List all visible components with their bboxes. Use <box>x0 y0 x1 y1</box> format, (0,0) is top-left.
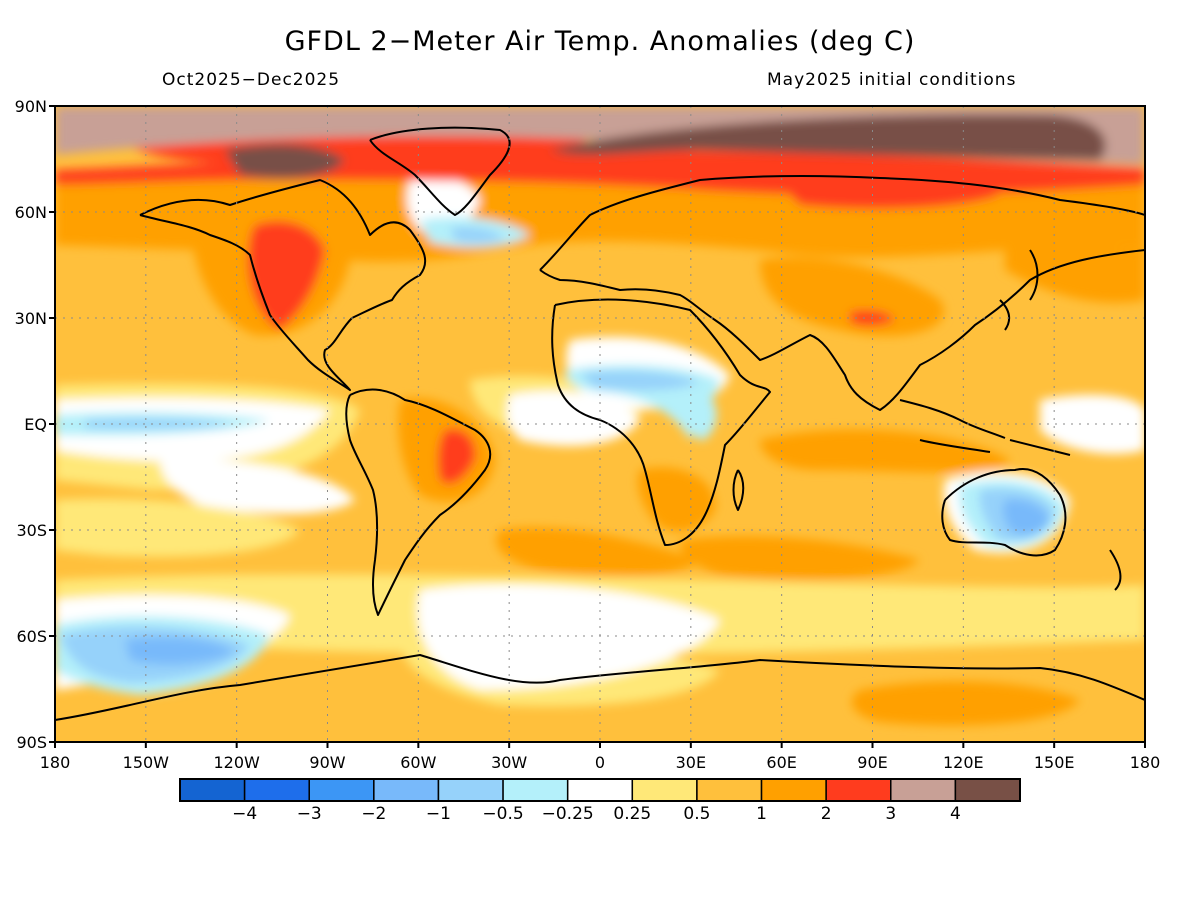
coast-maritime-continent <box>899 399 1071 456</box>
colorbar-label: −4 <box>232 804 257 824</box>
field-orange-africa-south <box>638 467 716 532</box>
colorbar-swatch <box>825 778 892 802</box>
colorbar-frame <box>179 778 1021 802</box>
lon-tick-label: 0 <box>595 753 605 772</box>
colorbar-swatch <box>954 778 1021 802</box>
field-darkblue-australia <box>1003 499 1050 535</box>
lon-tick-label: 90W <box>309 753 345 772</box>
coast-australia <box>941 468 1067 557</box>
field-red-siberia <box>780 181 1000 209</box>
field-yellow-southpacific <box>55 498 300 557</box>
field-blue-sahel <box>580 370 700 391</box>
lon-tick-label: 180 <box>1130 753 1161 772</box>
colorbar-label: 4 <box>950 804 961 824</box>
colorbar-label: −2 <box>361 804 386 824</box>
lat-tick-label: 60N <box>15 203 47 222</box>
colorbar-swatch <box>373 778 440 802</box>
colorbar-label: 1 <box>756 804 767 824</box>
coast-new-zealand <box>1109 549 1122 591</box>
coast-eurasia <box>539 174 1145 411</box>
field-white-tropical-pacific-east <box>160 459 355 514</box>
lon-tick-label: 120W <box>213 753 260 772</box>
lon-tick-label: 30W <box>491 753 527 772</box>
colorbar-label: 2 <box>821 804 832 824</box>
coast-africa <box>551 298 771 546</box>
coast-antarctica <box>55 654 1145 721</box>
coast-greenland <box>369 126 511 216</box>
colorbar-swatch <box>179 778 246 802</box>
colorbar-swatch <box>631 778 698 802</box>
colorbar-swatch <box>760 778 827 802</box>
colorbar-label: 3 <box>885 804 896 824</box>
map-axes: 180 150W 120W 90W 60W 30W 0 30E 60E 90E 120E 150E 18… <box>15 97 1161 772</box>
lon-tick-label: 120E <box>943 753 984 772</box>
colorbar-label: −0.5 <box>482 804 523 824</box>
lat-tick-label: 60S <box>16 627 47 646</box>
field-orange-antarctica <box>851 681 1080 726</box>
lat-tick-label: 90N <box>15 97 47 116</box>
colorbar-label: 0.25 <box>613 804 651 824</box>
coast-north-america <box>139 179 427 391</box>
field-orange-indian <box>760 429 1010 473</box>
lat-tick-label: 90S <box>16 733 47 752</box>
field-orange-asia <box>760 257 944 336</box>
field-brown-canadian-archipelago <box>225 144 345 179</box>
coast-japan-islands <box>999 249 1039 331</box>
field-white-western-pacific <box>1040 394 1145 454</box>
lon-tick-label: 150W <box>123 753 170 772</box>
field-red-brazil <box>437 429 476 484</box>
colorbar-label: 0.5 <box>683 804 710 824</box>
initial-conditions: May2025 initial conditions <box>767 70 1017 90</box>
lat-tick-label: 30S <box>16 521 47 540</box>
graticule <box>55 106 1145 742</box>
field-cyan-east-africa <box>693 398 717 441</box>
lat-tick-label: 30N <box>15 309 47 328</box>
field-orange-southatlantic <box>496 527 700 577</box>
lat-tick-label: EQ <box>24 415 47 434</box>
lon-tick-label: 60W <box>400 753 436 772</box>
coastlines <box>55 126 1145 721</box>
colorbar-swatch <box>566 778 634 802</box>
field-darkblue-south-pacific <box>125 636 235 665</box>
lon-tick-label: 60E <box>766 753 796 772</box>
colorbar-swatch <box>696 778 763 802</box>
lon-tick-label: 180 <box>40 753 71 772</box>
lon-tick-label: 150E <box>1034 753 1075 772</box>
colorbar-swatch <box>890 778 957 802</box>
field-orange-northpacific <box>1005 230 1145 303</box>
colorbar-label: −1 <box>426 804 451 824</box>
colorbar-swatch <box>243 778 310 802</box>
colorbar: −4 −3 −2 −1 −0.5 −0.25 0.25 0.5 1 2 3 4 <box>179 778 1021 824</box>
colorbar-label: −3 <box>297 804 322 824</box>
forecast-period: Oct2025−Dec2025 <box>162 70 341 90</box>
field-orange-southindian <box>680 536 920 580</box>
coast-south-america <box>345 388 492 616</box>
colorbar-label: −0.25 <box>542 804 594 824</box>
chart-title: GFDL 2−Meter Air Temp. Anomalies (deg C) <box>284 26 916 57</box>
field-brown-arctic-east <box>550 114 1106 160</box>
colorbar-swatch <box>437 778 504 802</box>
field-white-southern-ocean <box>417 584 720 690</box>
lon-tick-label: 90E <box>857 753 887 772</box>
field-red-western-north-america <box>248 221 325 330</box>
coast-madagascar <box>732 469 745 511</box>
colorbar-swatch <box>308 778 375 802</box>
field-blue-north-atlantic <box>450 227 505 243</box>
lon-tick-label: 30E <box>676 753 706 772</box>
colorbar-swatch <box>502 778 569 802</box>
